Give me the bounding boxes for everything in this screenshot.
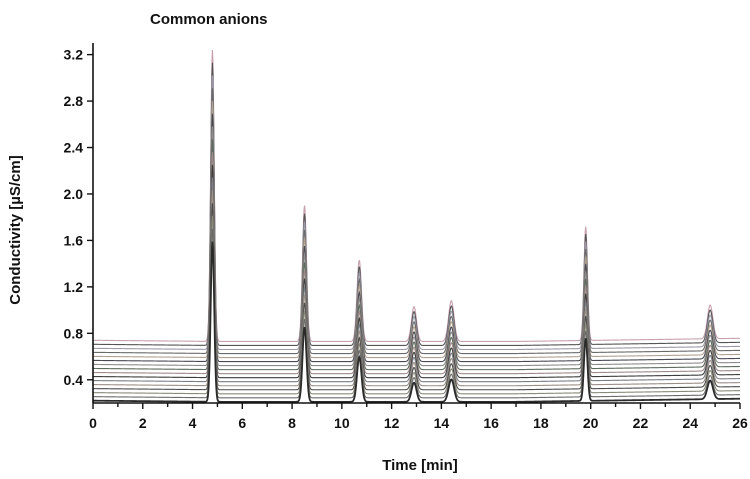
chromatogram-trace	[93, 241, 741, 403]
x-tick-label: 20	[583, 415, 599, 431]
x-tick-label: 8	[288, 415, 296, 431]
x-tick-label: 26	[732, 415, 748, 431]
x-tick-label: 10	[334, 415, 350, 431]
y-tick-label: 1.2	[64, 279, 84, 295]
chromatogram-trace	[93, 203, 740, 391]
chromatogram-trace	[92, 139, 740, 371]
trace-group	[92, 49, 741, 403]
chromatogram-trace	[92, 164, 741, 379]
y-tick-label: 2.8	[64, 93, 84, 109]
chromatogram-trace	[93, 215, 741, 395]
x-tick-label: 24	[682, 415, 698, 431]
y-tick-label: 3.2	[64, 47, 84, 63]
chromatogram-trace	[93, 49, 740, 342]
chromatogram-trace	[93, 152, 741, 375]
x-tick-label: 16	[483, 415, 499, 431]
x-tick-label: 14	[434, 415, 450, 431]
chromatogram-trace	[92, 75, 740, 351]
y-tick-group: 0.4 0.8 1.2 1.6 2.0 2.4 2.8 3.2	[64, 47, 93, 388]
y-tick-label: 2.4	[64, 140, 84, 156]
chromatogram-trace	[93, 177, 741, 383]
chromatogram-trace	[93, 126, 741, 367]
chromatogram-trace	[93, 88, 741, 355]
x-tick-label: 2	[139, 415, 147, 431]
x-tick-label: 6	[238, 415, 246, 431]
y-tick-label: 2.0	[64, 186, 84, 202]
x-tick-label: 4	[189, 415, 197, 431]
chromatogram-trace	[92, 101, 741, 359]
y-tick-label: 0.4	[64, 372, 84, 388]
chromatogram-trace	[93, 113, 740, 363]
x-tick-group: 0 2 4 6 8 10 12 14 16 18 20 22 24 26	[89, 403, 748, 431]
chromatogram-trace	[92, 228, 740, 399]
y-axis-label: Conductivity [µS/cm]	[7, 155, 24, 305]
chromatogram-trace	[92, 190, 741, 387]
chromatogram-trace	[93, 62, 741, 347]
x-tick-label: 18	[533, 415, 549, 431]
y-tick-label: 1.6	[64, 232, 84, 248]
x-tick-label: 12	[384, 415, 400, 431]
x-tick-label: 0	[89, 415, 97, 431]
x-axis-label: Time [min]	[382, 457, 458, 474]
x-tick-label: 22	[633, 415, 649, 431]
chart-title: Common anions	[150, 11, 268, 28]
y-tick-label: 0.8	[64, 325, 84, 341]
